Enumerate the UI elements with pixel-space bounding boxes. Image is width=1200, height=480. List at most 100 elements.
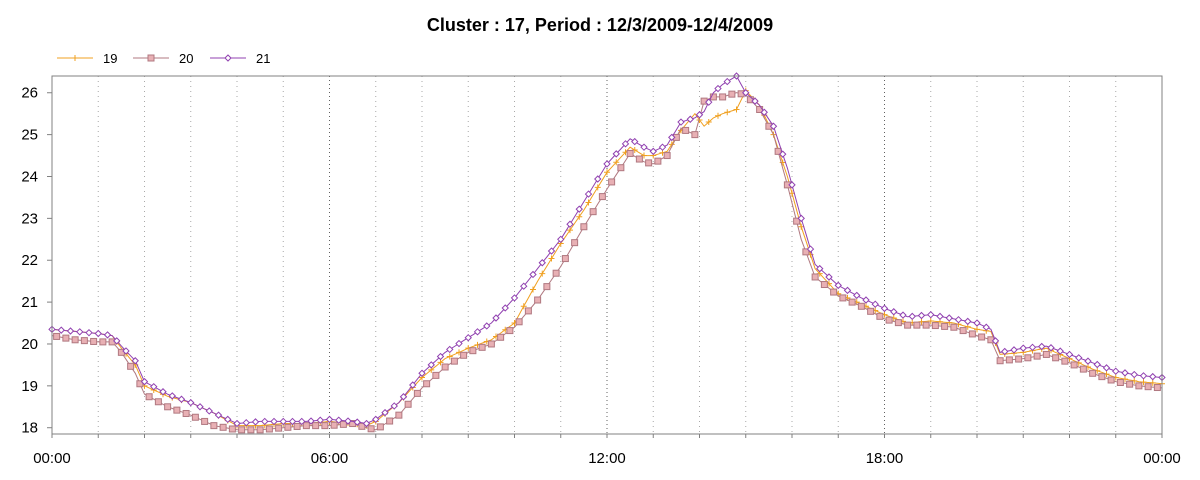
plus-marker: [927, 317, 934, 324]
square-marker: [978, 333, 986, 341]
square-marker: [330, 421, 338, 429]
plus-marker: [974, 326, 980, 333]
legend-item-19: 19: [57, 51, 117, 66]
square-marker: [534, 296, 542, 304]
diamond-marker: [1112, 367, 1120, 375]
square-marker: [201, 417, 209, 425]
square-marker: [598, 193, 606, 201]
legend-label: 21: [256, 51, 270, 66]
diamond-marker: [344, 417, 352, 425]
square-marker: [580, 223, 588, 231]
square-marker: [1042, 350, 1050, 358]
diamond-marker: [372, 415, 380, 424]
diamond-marker: [427, 361, 435, 369]
square-marker: [395, 411, 403, 419]
diamond-marker: [288, 417, 297, 426]
diamond-marker: [1056, 347, 1064, 355]
diamond-marker: [927, 310, 935, 319]
plus-marker: [613, 159, 620, 166]
square-marker: [1144, 383, 1152, 391]
square-marker: [386, 417, 394, 425]
x-tick-label: 06:00: [311, 450, 349, 467]
diamond-marker: [131, 357, 139, 365]
diamond-marker: [307, 417, 315, 425]
diamond-marker: [779, 150, 787, 158]
diamond-marker: [566, 220, 574, 228]
square-marker: [302, 422, 310, 430]
diamond-marker: [797, 214, 805, 223]
diamond-marker: [899, 311, 907, 319]
square-marker: [941, 322, 949, 330]
diamond-marker: [991, 337, 1000, 345]
diamond-marker: [455, 339, 463, 348]
diamond-marker: [103, 331, 112, 339]
square-marker: [228, 425, 236, 433]
square-marker: [543, 283, 551, 291]
square-marker: [691, 131, 699, 139]
square-marker: [802, 248, 810, 256]
square-marker: [626, 149, 634, 157]
square-marker: [894, 319, 902, 327]
y-tick-label: 20: [21, 336, 38, 353]
diamond-marker: [446, 345, 454, 354]
y-tick-label: 23: [21, 210, 38, 227]
diamond-marker: [880, 304, 889, 313]
diamond-marker: [335, 416, 343, 424]
diamond-marker: [908, 312, 916, 321]
series-layer: [48, 72, 1166, 434]
square-marker: [719, 93, 727, 101]
square-marker: [950, 323, 958, 331]
square-marker: [830, 288, 838, 296]
diamond-marker: [1028, 343, 1037, 352]
diamond-marker: [871, 300, 879, 308]
square-marker: [793, 217, 801, 225]
diamond-marker: [1047, 344, 1055, 352]
y-tick-label: 25: [21, 127, 38, 144]
diamond-marker: [1084, 357, 1092, 365]
x-tick-label: 12:00: [588, 450, 626, 467]
diamond-marker: [936, 312, 944, 321]
square-marker: [460, 351, 468, 359]
square-marker: [404, 400, 412, 408]
diamond-marker: [538, 259, 546, 267]
square-marker: [682, 126, 690, 134]
diamond-marker: [205, 407, 213, 415]
diamond-marker: [390, 402, 398, 410]
plus-marker: [539, 270, 546, 277]
square-marker: [265, 425, 273, 433]
plus-marker: [437, 359, 444, 366]
square-marker: [524, 307, 532, 315]
square-marker: [71, 336, 79, 344]
grid: [97, 76, 1117, 434]
diamond-marker: [409, 381, 417, 389]
square-marker: [376, 423, 384, 431]
square-marker: [293, 422, 301, 430]
square-marker: [913, 321, 921, 329]
diamond-marker: [196, 403, 204, 411]
diamond-marker: [723, 77, 731, 86]
diamond-marker: [760, 108, 768, 116]
square-marker: [145, 393, 153, 401]
plus-marker: [567, 227, 573, 234]
square-marker: [876, 312, 884, 320]
diamond-marker: [325, 415, 334, 424]
square-marker: [506, 327, 514, 335]
diamond-marker: [945, 314, 953, 322]
square-marker: [90, 337, 98, 345]
square-marker: [367, 425, 375, 433]
square-marker: [154, 398, 162, 406]
square-marker: [182, 409, 190, 417]
diamond-marker: [806, 245, 815, 253]
plus-marker: [1140, 379, 1147, 386]
square-marker: [238, 426, 246, 434]
diamond-marker: [150, 382, 158, 391]
diamond-marker: [177, 395, 186, 403]
diamond-marker: [575, 205, 583, 213]
square-marker: [959, 327, 967, 335]
square-marker: [1089, 369, 1097, 377]
diamond-marker: [270, 417, 278, 426]
diamond-marker: [621, 140, 630, 148]
diamond-marker: [224, 54, 232, 62]
diamond-marker: [973, 319, 981, 327]
